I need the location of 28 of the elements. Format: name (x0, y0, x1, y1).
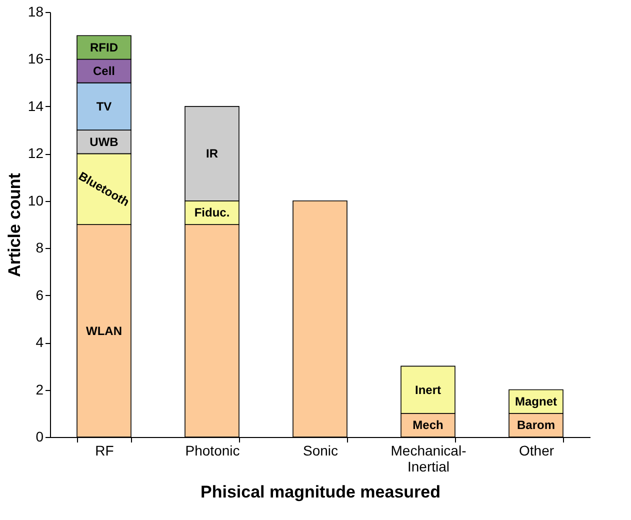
series-label: Magnet (515, 394, 558, 409)
series-label: UWB (90, 134, 119, 149)
x-tick-label: Other (518, 442, 554, 458)
y-tick-label: 2 (36, 381, 44, 398)
series-label: IR (206, 146, 218, 161)
x-axis-title: Phisical magnitude measured (200, 482, 440, 502)
y-axis-title: Article count (4, 172, 24, 277)
y-tick-label: 0 (36, 428, 44, 444)
series-label: Mech (412, 418, 444, 432)
y-tick-label: 4 (36, 334, 44, 350)
y-tick-label: 6 (36, 286, 44, 303)
x-tick-label: Sonic (302, 442, 338, 458)
series-label: Barom (516, 418, 556, 432)
x-tick-label: Photonic (185, 442, 240, 458)
x-tick-label: RF (95, 442, 114, 458)
series-label: Cell (92, 64, 116, 78)
y-tick-label: 10 (28, 192, 44, 208)
y-tick-label: 8 (36, 240, 44, 256)
series-label: Inert (414, 382, 442, 397)
series-label: Fiduc. (194, 206, 230, 220)
y-tick-label: 14 (28, 98, 44, 114)
series-label: RFID (90, 40, 118, 54)
y-tick-label: 12 (28, 145, 44, 162)
x-tick-label: Mechanical-Inertial (390, 442, 467, 474)
series-label: WLAN (86, 324, 122, 338)
series-label: TV (96, 99, 112, 114)
y-tick-label: 18 (28, 4, 44, 20)
y-tick-label: 16 (28, 50, 44, 67)
